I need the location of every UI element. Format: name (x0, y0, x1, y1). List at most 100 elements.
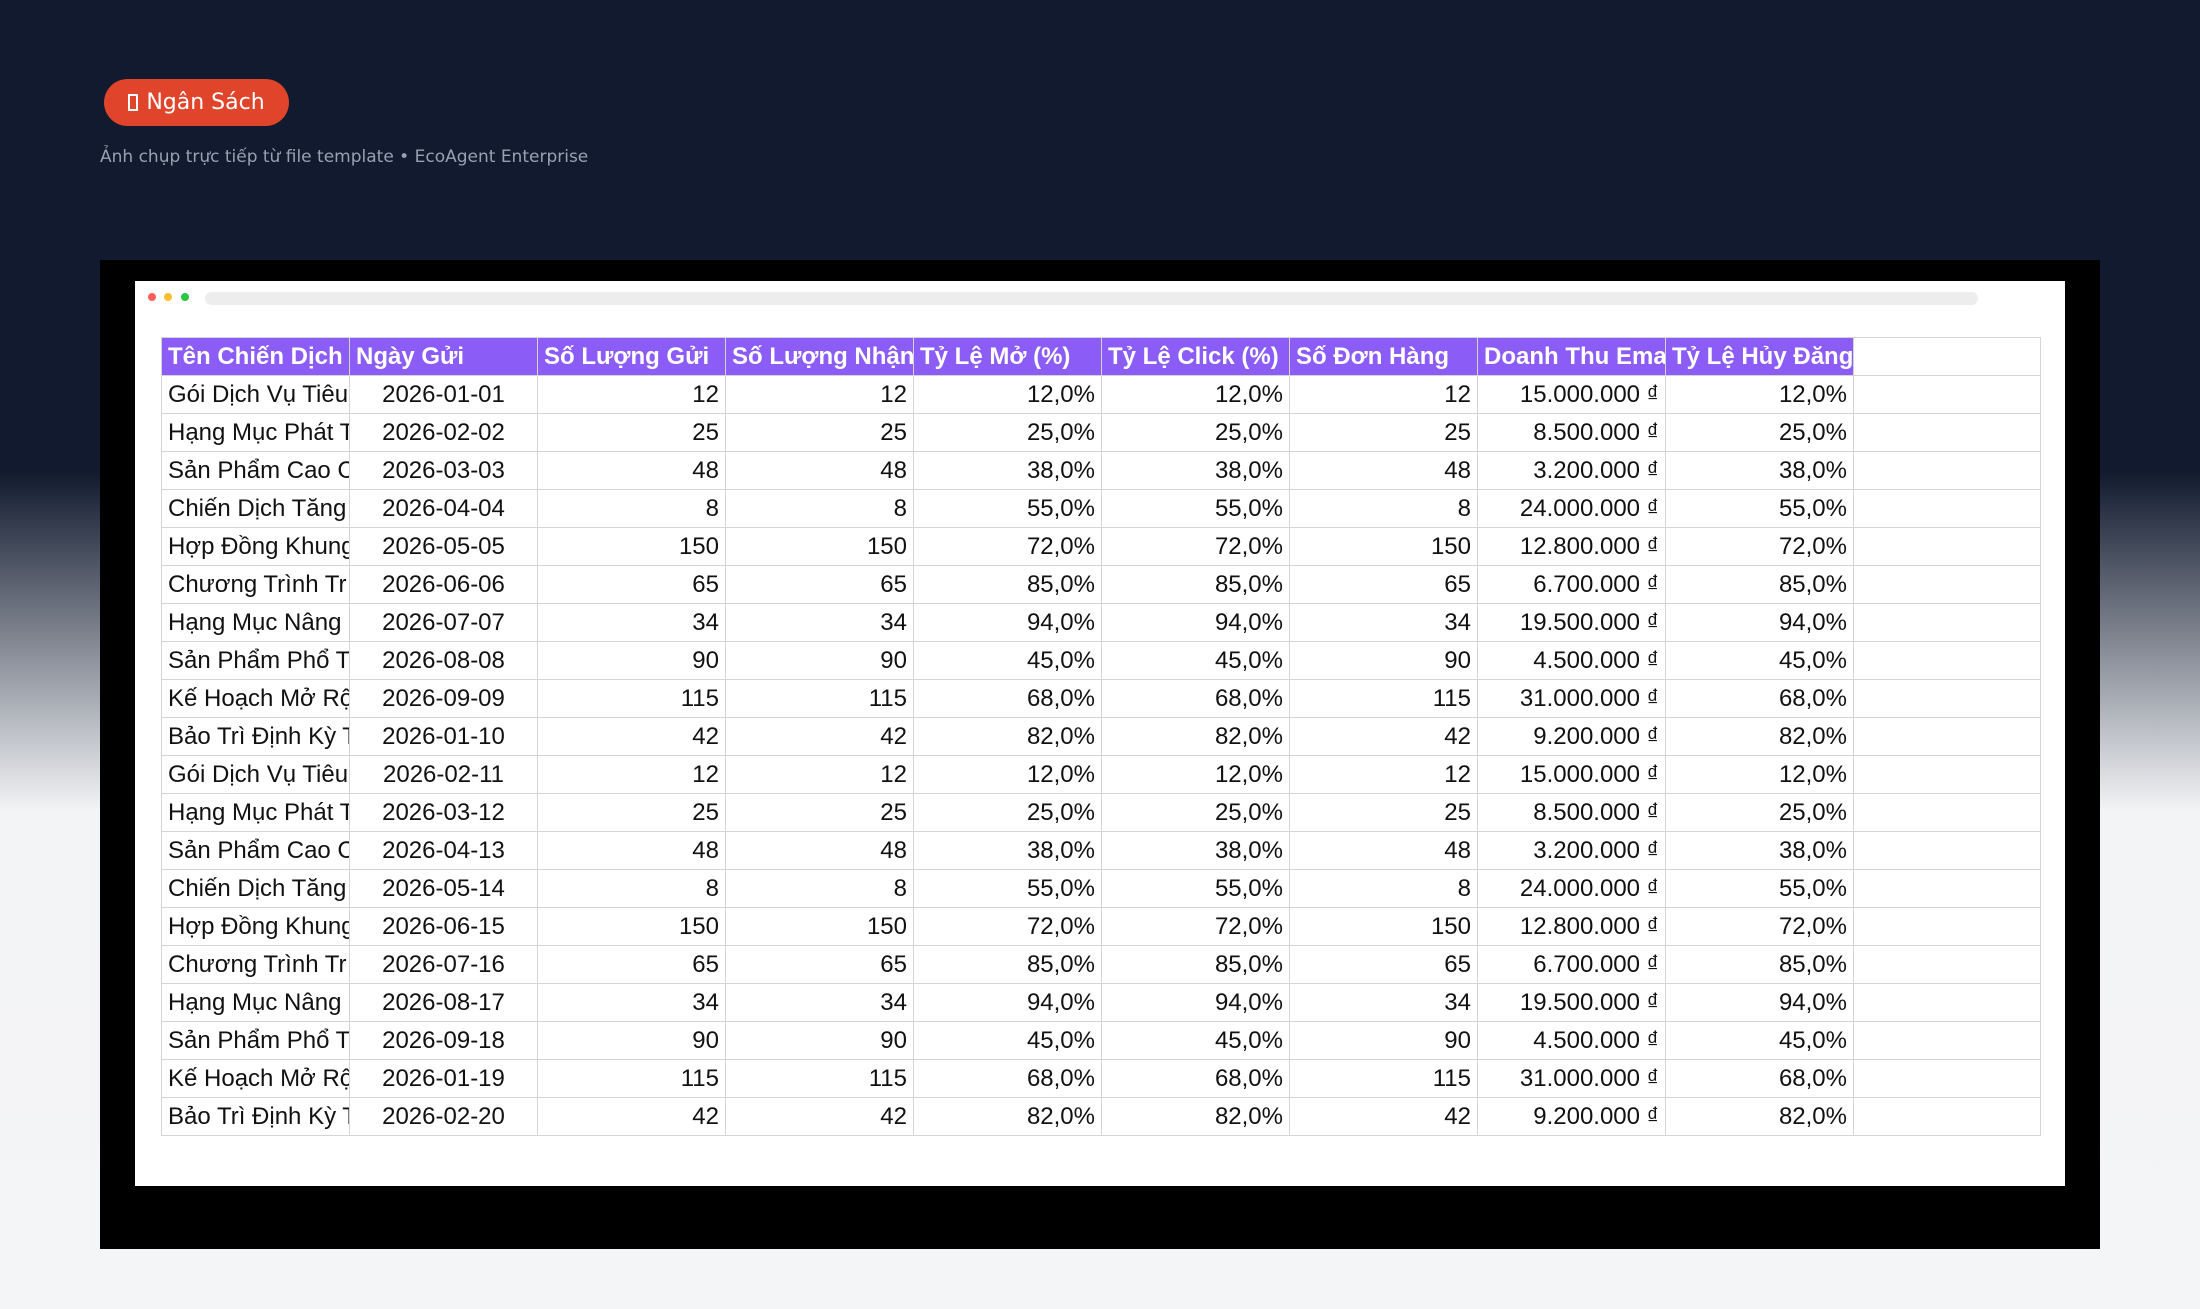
column-header: Doanh Thu Ema (1477, 337, 1666, 376)
cell: 65 (537, 565, 726, 604)
cell: 115 (537, 679, 726, 718)
window-dot (164, 293, 172, 301)
table-row: Chương Trình Tr 2026-06-06 65 65 85,0% 85,0% 6… (161, 565, 2041, 604)
cell: 55,0% (1101, 869, 1290, 908)
cell: 12 (725, 755, 914, 794)
cell: 12,0% (1665, 755, 1854, 794)
cell: 2026-07-16 (349, 945, 538, 984)
table-row: Sản Phẩm Cao C 2026-04-13 48 48 38,0% 38,0% 48… (161, 831, 2041, 870)
cell: 72,0% (913, 907, 1102, 946)
cell: 2026-03-12 (349, 793, 538, 832)
cell: 72,0% (1101, 907, 1290, 946)
badge-icon (128, 94, 139, 111)
cell: 2026-04-04 (349, 489, 538, 528)
header-row: Tên Chiến Dịch Ngày Gửi Số Lượng Gửi Số Lượ… (161, 337, 2041, 376)
cell: 2026-02-20 (349, 1097, 538, 1136)
badge[interactable]: Ngân Sách (104, 79, 289, 126)
cell: 34 (725, 983, 914, 1022)
cell: 55,0% (913, 489, 1102, 528)
cell: 45,0% (1101, 1021, 1290, 1060)
cell: 8 (537, 489, 726, 528)
cell: 38,0% (913, 831, 1102, 870)
cell: 94,0% (1101, 983, 1290, 1022)
table-row: Bảo Trì Định Kỳ T 2026-01-10 42 42 82,0% 82,0… (161, 717, 2041, 756)
cell: 48 (1289, 451, 1478, 490)
cell: 90 (1289, 1021, 1478, 1060)
cell: 45,0% (913, 1021, 1102, 1060)
empty-cell (1853, 1097, 2041, 1136)
cell: 8 (1289, 489, 1478, 528)
cell: 90 (725, 641, 914, 680)
cell: Sản Phẩm Phổ T (161, 641, 350, 680)
cell: 8 (725, 869, 914, 908)
cell: Chương Trình Tr (161, 565, 350, 604)
cell: Hạng Mục Phát T (161, 793, 350, 832)
cell: 85,0% (1665, 565, 1854, 604)
cell: 68,0% (1665, 679, 1854, 718)
empty-cell (1853, 679, 2041, 718)
table-row: Gói Dịch Vụ Tiêu 2026-01-01 12 12 12,0% 12,0%… (161, 375, 2041, 414)
cell: 65 (725, 945, 914, 984)
empty-cell (1853, 1059, 2041, 1098)
table-row: Hợp Đồng Khung 2026-06-15 150 150 72,0% 72,0%… (161, 907, 2041, 946)
cell: 31.000.000 ₫ (1477, 679, 1666, 718)
cell: 42 (537, 717, 726, 756)
table-row: Hạng Mục Phát T 2026-02-02 25 25 25,0% 25,0% 2… (161, 413, 2041, 452)
cell: 68,0% (1101, 679, 1290, 718)
table-row: Sản Phẩm Phổ T 2026-08-08 90 90 45,0% 45,0% 90… (161, 641, 2041, 680)
cell: 45,0% (913, 641, 1102, 680)
cell: 85,0% (1665, 945, 1854, 984)
cell: 34 (1289, 983, 1478, 1022)
table-row: Gói Dịch Vụ Tiêu 2026-02-11 12 12 12,0% 12,0%… (161, 755, 2041, 794)
cell: 4.500.000 ₫ (1477, 1021, 1666, 1060)
cell: 45,0% (1665, 641, 1854, 680)
cell: 8 (1289, 869, 1478, 908)
cell: Gói Dịch Vụ Tiêu (161, 375, 350, 414)
cell: 3.200.000 ₫ (1477, 451, 1666, 490)
window-dot (181, 293, 189, 301)
cell: 25,0% (1665, 793, 1854, 832)
table-row: Sản Phẩm Phổ T 2026-09-18 90 90 45,0% 45,0% 90… (161, 1021, 2041, 1060)
cell: 2026-05-05 (349, 527, 538, 566)
cell: 12,0% (913, 375, 1102, 414)
cell: 42 (537, 1097, 726, 1136)
cell: 48 (725, 451, 914, 490)
column-header: Tỷ Lệ Mở (%) (913, 337, 1102, 376)
empty-cell (1853, 945, 2041, 984)
empty-cell (1853, 755, 2041, 794)
cell: 150 (537, 527, 726, 566)
cell: 2026-01-19 (349, 1059, 538, 1098)
cell: 2026-03-03 (349, 451, 538, 490)
empty-cell (1853, 527, 2041, 566)
cell: 68,0% (1101, 1059, 1290, 1098)
cell: 48 (725, 831, 914, 870)
cell: Hạng Mục Nâng (161, 983, 350, 1022)
cell: 12 (725, 375, 914, 414)
cell: 25,0% (913, 413, 1102, 452)
cell: 25 (725, 793, 914, 832)
cell: 2026-09-09 (349, 679, 538, 718)
cell: 68,0% (1665, 1059, 1854, 1098)
cell: 65 (537, 945, 726, 984)
cell: 42 (725, 1097, 914, 1136)
empty-cell (1853, 983, 2041, 1022)
empty-cell (1853, 565, 2041, 604)
cell: 25 (1289, 793, 1478, 832)
cell: 25,0% (1101, 793, 1290, 832)
cell: 3.200.000 ₫ (1477, 831, 1666, 870)
cell: 12 (1289, 755, 1478, 794)
cell: 55,0% (1101, 489, 1290, 528)
cell: 12,0% (1101, 375, 1290, 414)
column-header: Tỷ Lệ Hủy Đăng (1665, 337, 1854, 376)
empty-cell (1853, 337, 2041, 376)
cell: Sản Phẩm Cao C (161, 831, 350, 870)
cell: 85,0% (1101, 565, 1290, 604)
column-header: Tên Chiến Dịch (161, 337, 350, 376)
cell: 34 (725, 603, 914, 642)
cell: 90 (537, 1021, 726, 1060)
cell: 45,0% (1101, 641, 1290, 680)
cell: 150 (1289, 527, 1478, 566)
empty-cell (1853, 907, 2041, 946)
spreadsheet: Tên Chiến Dịch Ngày Gửi Số Lượng Gửi Số Lượ… (161, 337, 2041, 1136)
